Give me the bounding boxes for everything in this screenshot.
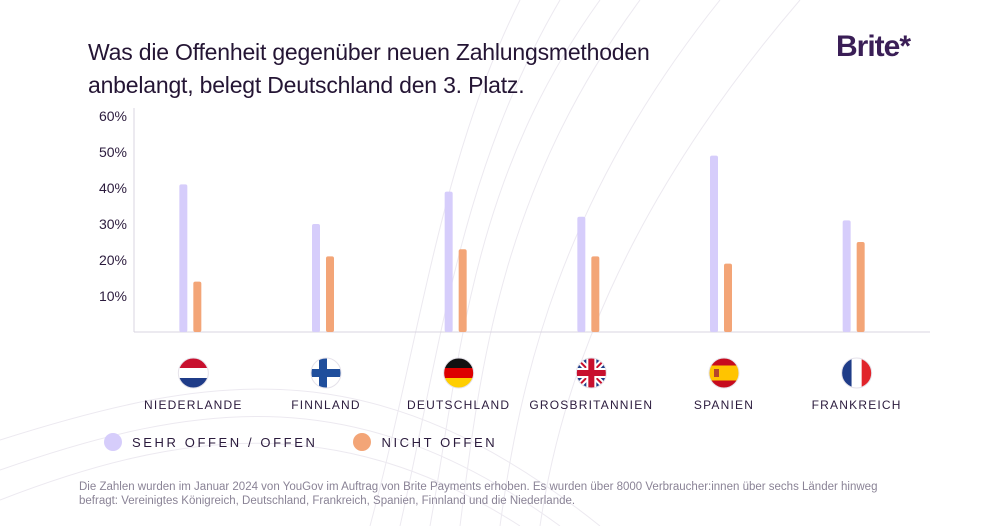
bar-not-open-finnland <box>326 256 334 332</box>
bar-not-open-grosbritannien <box>591 256 600 332</box>
x-tick-label-frankreich: FRANKREICH <box>812 398 902 412</box>
bar-open-niederlande <box>179 184 188 332</box>
netherlands-flag <box>177 357 209 389</box>
bar-open-spanien <box>710 155 718 332</box>
y-tick-label: 50% <box>99 144 127 160</box>
uk-flag <box>575 357 607 389</box>
spain-flag <box>708 357 740 389</box>
x-tick-label-niederlande: NIEDERLANDE <box>144 398 243 412</box>
bar-not-open-spanien <box>724 263 732 332</box>
bar-open-finnland <box>312 224 320 332</box>
legend-label-open: SEHR OFFEN / OFFEN <box>132 434 318 450</box>
france-flag <box>841 357 873 389</box>
x-tick-label-finnland: FINNLAND <box>291 398 361 412</box>
x-tick-label-grosbritannien: GROSBRITANNIEN <box>529 398 653 412</box>
chart-title: Was die Offenheit gegenüber neuen Zahlun… <box>88 39 650 98</box>
legend-item-not-open: NICHT OFFEN <box>353 433 497 451</box>
germany-flag <box>443 357 475 389</box>
y-tick-label: 40% <box>99 180 127 196</box>
x-tick-label-deutschland: DEUTSCHLAND <box>407 398 510 412</box>
bar-not-open-frankreich <box>856 242 865 332</box>
x-tick-label-spanien: SPANIEN <box>694 398 754 412</box>
y-tick-label: 60% <box>99 108 127 124</box>
bar-open-deutschland <box>444 191 453 332</box>
bar-open-frankreich <box>842 220 851 332</box>
legend-swatch-not-open <box>353 433 372 451</box>
y-tick-label: 20% <box>99 252 127 268</box>
finland-flag <box>310 357 342 389</box>
y-tick-label: 30% <box>99 216 127 232</box>
bar-not-open-niederlande <box>193 281 202 332</box>
brite-logo: Brite* <box>836 30 911 63</box>
legend-swatch-open <box>104 433 122 451</box>
footnote: Die Zahlen wurden im Januar 2024 von You… <box>79 481 878 507</box>
chart-legend: SEHR OFFEN / OFFEN NICHT OFFEN <box>104 433 533 451</box>
legend-label-not-open: NICHT OFFEN <box>381 434 498 450</box>
legend-item-open: SEHR OFFEN / OFFEN <box>104 433 317 451</box>
y-tick-label: 10% <box>99 288 127 304</box>
bar-not-open-deutschland <box>458 249 467 332</box>
bar-open-grosbritannien <box>577 216 586 332</box>
